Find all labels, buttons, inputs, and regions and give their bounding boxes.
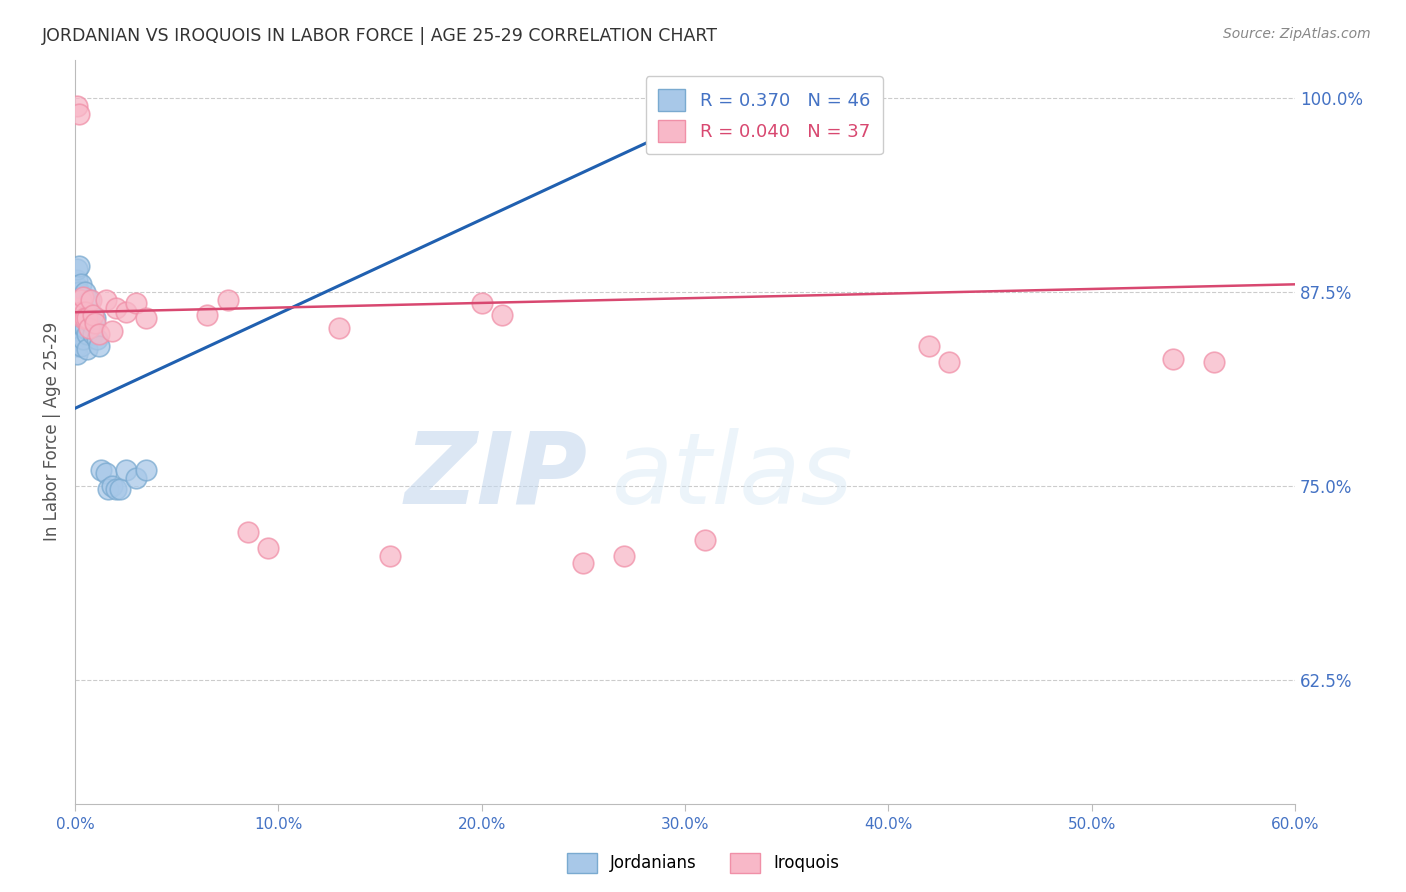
Point <box>89 339 111 353</box>
Y-axis label: In Labor Force | Age 25-29: In Labor Force | Age 25-29 <box>44 322 60 541</box>
Point <box>328 320 350 334</box>
Legend: Jordanians, Iroquois: Jordanians, Iroquois <box>560 847 846 880</box>
Point <box>70 293 93 307</box>
Point <box>66 339 89 353</box>
Legend: R = 0.370   N = 46, R = 0.040   N = 37: R = 0.370 N = 46, R = 0.040 N = 37 <box>645 76 883 154</box>
Point <box>66 261 89 276</box>
Point <box>94 467 117 481</box>
Point <box>104 301 127 315</box>
Point <box>94 293 117 307</box>
Point <box>84 316 107 330</box>
Point <box>613 549 636 563</box>
Point <box>72 332 94 346</box>
Point <box>217 293 239 307</box>
Point <box>67 316 90 330</box>
Point <box>80 316 103 330</box>
Point <box>125 296 148 310</box>
Point <box>80 293 103 307</box>
Point <box>76 326 98 341</box>
Point <box>135 311 157 326</box>
Point <box>108 482 131 496</box>
Point <box>72 301 94 315</box>
Point <box>66 316 89 330</box>
Point <box>70 293 93 307</box>
Point <box>90 463 112 477</box>
Point <box>72 311 94 326</box>
Point <box>918 339 941 353</box>
Point <box>1202 355 1225 369</box>
Point <box>75 285 97 299</box>
Point <box>714 107 737 121</box>
Point <box>380 549 402 563</box>
Point <box>75 305 97 319</box>
Point <box>72 316 94 330</box>
Point <box>67 259 90 273</box>
Point <box>70 324 93 338</box>
Point <box>471 296 494 310</box>
Point <box>572 556 595 570</box>
Point <box>76 308 98 322</box>
Point <box>135 463 157 477</box>
Point <box>75 305 97 319</box>
Point <box>77 320 100 334</box>
Point <box>89 326 111 341</box>
Point <box>66 273 89 287</box>
Text: Source: ZipAtlas.com: Source: ZipAtlas.com <box>1223 27 1371 41</box>
Point <box>104 482 127 496</box>
Point <box>67 301 90 315</box>
Point <box>70 339 93 353</box>
Point <box>82 308 104 322</box>
Point <box>66 293 89 307</box>
Point <box>100 479 122 493</box>
Point <box>66 280 89 294</box>
Point <box>67 305 90 319</box>
Point <box>67 107 90 121</box>
Point <box>70 277 93 292</box>
Point <box>84 311 107 326</box>
Point <box>938 355 960 369</box>
Point <box>125 471 148 485</box>
Point <box>115 463 138 477</box>
Point <box>86 332 108 346</box>
Point <box>66 347 89 361</box>
Point <box>491 308 513 322</box>
Point <box>96 482 118 496</box>
Point <box>66 332 89 346</box>
Point <box>67 285 90 299</box>
Point <box>100 324 122 338</box>
Point <box>67 326 90 341</box>
Point <box>75 311 97 326</box>
Point <box>76 311 98 326</box>
Point <box>695 533 717 547</box>
Point <box>70 305 93 319</box>
Point <box>72 290 94 304</box>
Point <box>66 305 89 319</box>
Point <box>115 305 138 319</box>
Point <box>70 308 93 322</box>
Point <box>236 525 259 540</box>
Point <box>77 293 100 307</box>
Point <box>66 305 89 319</box>
Point <box>67 296 90 310</box>
Point <box>1161 351 1184 366</box>
Point <box>82 326 104 341</box>
Point <box>257 541 280 555</box>
Text: JORDANIAN VS IROQUOIS IN LABOR FORCE | AGE 25-29 CORRELATION CHART: JORDANIAN VS IROQUOIS IN LABOR FORCE | A… <box>42 27 718 45</box>
Point <box>75 320 97 334</box>
Text: ZIP: ZIP <box>405 427 588 524</box>
Point <box>76 343 98 357</box>
Text: atlas: atlas <box>612 427 853 524</box>
Point <box>66 99 89 113</box>
Point <box>195 308 218 322</box>
Point <box>77 311 100 326</box>
